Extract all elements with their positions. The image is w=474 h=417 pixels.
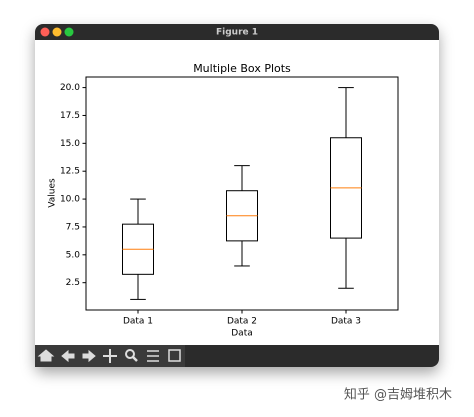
pan-button[interactable]	[103, 349, 117, 363]
configure-button[interactable]	[147, 350, 159, 362]
window-frame	[35, 24, 439, 367]
y-tick-label: 17.5	[60, 111, 80, 121]
close-button[interactable]	[40, 27, 50, 37]
window-title: Figure 1	[216, 28, 258, 38]
save-button[interactable]	[168, 349, 181, 362]
y-tick-label: 12.5	[60, 167, 80, 177]
y-tick-label: 5.0	[66, 250, 81, 260]
y-tick-label: 2.5	[66, 278, 80, 288]
y-tick-label: 15.0	[60, 139, 80, 149]
title-bar	[35, 24, 439, 40]
y-tick-label: 10.0	[60, 195, 80, 205]
home-button[interactable]	[37, 349, 55, 362]
zoom-button[interactable]	[64, 27, 74, 37]
zoom-tool-button[interactable]	[125, 349, 135, 359]
y-axis-label: Values	[48, 178, 58, 208]
back-button[interactable]	[61, 349, 75, 363]
chart-title: Multiple Box Plots	[193, 62, 291, 75]
y-tick-label: 20.0	[60, 83, 80, 93]
x-tick-label: Data 1	[123, 317, 153, 327]
watermark: 知乎 @吉姆堆积木	[344, 387, 452, 403]
minimize-button[interactable]	[52, 27, 62, 37]
x-tick-label: Data 2	[227, 317, 257, 327]
x-tick-label: Data 3	[331, 317, 361, 327]
x-axis-label: Data	[231, 329, 253, 339]
toolbar-icons	[37, 349, 181, 363]
y-tick-label: 7.5	[66, 222, 80, 232]
forward-button[interactable]	[82, 349, 96, 363]
